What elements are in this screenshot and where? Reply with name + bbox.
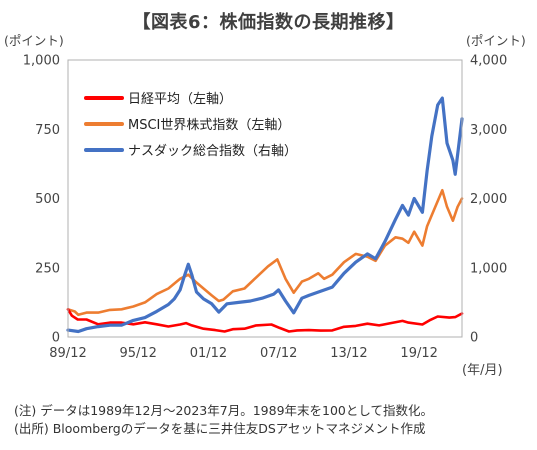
footnote-source: (出所) Bloombergのデータを基に三井住友DSアセットマネジメント作成: [14, 421, 426, 436]
right-tick-label: 0: [470, 331, 478, 346]
series-layer: [66, 96, 464, 334]
left-tick-label: 1,000: [23, 54, 60, 69]
x-tick-label: 95/12: [119, 346, 156, 361]
legend: 日経平均（左軸） MSCI世界株式指数（左軸） ナスダック総合指数（右軸）: [84, 92, 297, 159]
left-tick-label: 500: [35, 192, 60, 207]
right-tick-label: 3,000: [470, 123, 507, 138]
right-axis-unit: (ポイント): [466, 33, 526, 48]
left-tick-label: 0: [52, 331, 60, 346]
x-axis-unit: (年/月): [462, 363, 503, 378]
chart-title: 【図表6：株価指数の長期推移】: [132, 12, 405, 33]
legend-label: MSCI世界株式指数（左軸）: [128, 118, 290, 133]
footnote-note: (注) データは1989年12月～2023年7月。1989年末を100として指数…: [14, 403, 434, 418]
x-tick-label: 01/12: [190, 346, 227, 361]
x-tick-label: 19/12: [400, 346, 437, 361]
right-tick-label: 2,000: [470, 192, 507, 207]
series-line-2: [66, 96, 464, 334]
right-tick-label: 1,000: [470, 261, 507, 276]
legend-label: 日経平均（左軸）: [128, 92, 232, 107]
axis-labels: 0 250 500 750 1,000 0 1,000 2,000 3,000 4,000 89/1…: [23, 54, 507, 379]
series-line-0: [66, 307, 464, 333]
x-tick-label: 07/12: [260, 346, 297, 361]
plot-frame: [67, 59, 463, 338]
left-axis-unit: (ポイント): [4, 33, 64, 48]
legend-label: ナスダック総合指数（右軸）: [128, 144, 297, 159]
x-tick-label: 89/12: [49, 346, 86, 361]
line-chart: 0 250 500 750 1,000 0 1,000 2,000 3,000 4,000 89/1…: [23, 54, 507, 379]
series-line-1: [66, 188, 464, 317]
right-tick-label: 4,000: [470, 54, 507, 69]
x-tick-label: 13/12: [330, 346, 367, 361]
left-tick-label: 250: [35, 261, 60, 276]
left-tick-label: 750: [35, 123, 60, 138]
